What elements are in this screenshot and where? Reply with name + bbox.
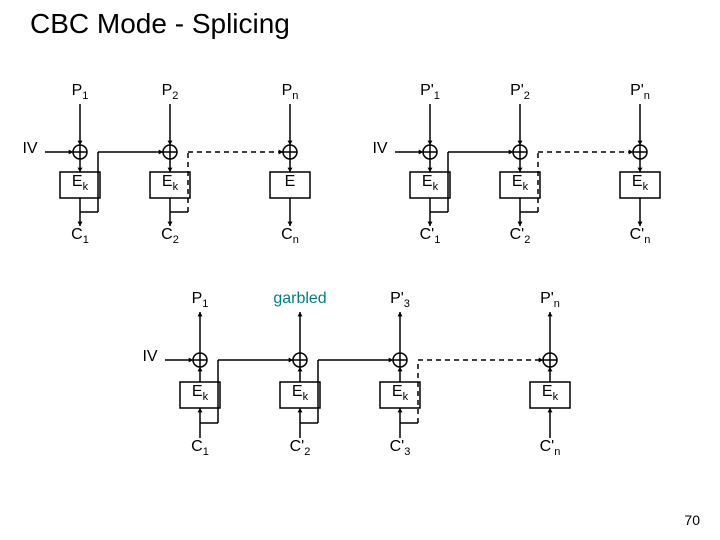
cbc-diagram — [0, 0, 720, 540]
slide-number: 70 — [684, 512, 700, 528]
